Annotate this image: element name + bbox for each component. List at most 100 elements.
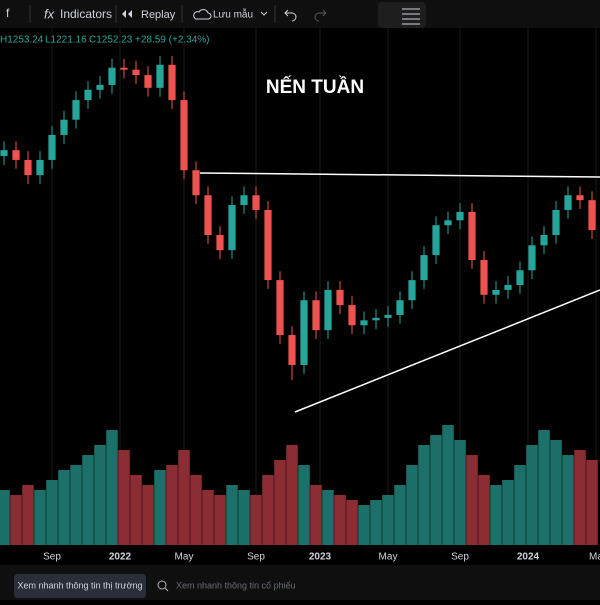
volume-bar xyxy=(166,465,178,545)
volume-bar xyxy=(382,495,394,545)
candle-body xyxy=(300,300,308,365)
volume-bar xyxy=(178,450,190,545)
volume-bar xyxy=(586,460,598,545)
candle-body xyxy=(60,119,68,135)
volume-pane xyxy=(0,425,598,545)
candle-body xyxy=(576,195,584,201)
volume-bar xyxy=(274,460,286,545)
save-button[interactable]: Lưu mẫu xyxy=(213,8,253,21)
annotation: NẾN TUẦN xyxy=(266,76,364,98)
volume-bar xyxy=(82,455,94,545)
volume-bar xyxy=(442,425,454,545)
candle-body xyxy=(384,314,392,318)
volume-bar xyxy=(10,495,22,545)
candle-body xyxy=(168,64,176,101)
ohlc-close: C1252.23 xyxy=(89,35,133,46)
candle-body xyxy=(516,270,524,286)
candle-body xyxy=(336,289,344,306)
candle-body xyxy=(480,259,488,295)
candle-body xyxy=(228,205,236,251)
legend: H1253.24 L1221.16 C1252.23 +28.59 (+2.34… xyxy=(0,35,210,46)
candle-body xyxy=(216,234,224,251)
candle-body xyxy=(48,134,56,160)
volume-bar xyxy=(562,455,574,545)
x-tick-label: 2024 xyxy=(517,552,540,563)
volume-bar xyxy=(58,470,70,545)
volume-bar xyxy=(190,475,202,545)
volume-bar xyxy=(418,445,430,545)
candle-body xyxy=(12,150,20,160)
volume-bar xyxy=(214,495,226,545)
candle-body xyxy=(504,285,512,290)
volume-bar xyxy=(202,490,214,545)
candle-body xyxy=(396,300,404,315)
candle-body xyxy=(36,159,44,176)
volume-bar xyxy=(0,490,10,545)
candle-body xyxy=(552,209,560,235)
volume-bar xyxy=(250,495,262,545)
icon: fx xyxy=(44,6,55,21)
candle-body xyxy=(144,75,152,88)
volume-bar xyxy=(490,485,502,545)
candle-body xyxy=(252,195,260,210)
volume-bar xyxy=(502,480,514,545)
candle-body xyxy=(180,100,188,171)
icon: f xyxy=(6,6,10,20)
volume-bar xyxy=(478,475,490,545)
trendline xyxy=(199,172,600,178)
toolbar xyxy=(0,0,600,28)
market-button-label: Xem nhanh thông tin thị trường xyxy=(17,580,142,590)
volume-bar xyxy=(154,470,166,545)
volume-bar xyxy=(370,500,382,545)
volume-bar xyxy=(46,480,58,545)
ohlc-change: +28.59 (+2.34%) xyxy=(135,35,210,46)
search-icon xyxy=(157,580,167,590)
candle-body xyxy=(96,84,104,90)
candle-body xyxy=(528,245,536,271)
volume-bar xyxy=(118,450,130,545)
candle-body xyxy=(264,209,272,281)
x-tick-label: 2022 xyxy=(109,552,132,563)
candle-body xyxy=(420,255,428,281)
candle-body xyxy=(288,335,296,365)
volume-bar xyxy=(526,445,538,545)
volume-bar xyxy=(454,440,466,545)
indicators-button[interactable]: Indicators xyxy=(60,7,112,21)
x-tick-label: Sep xyxy=(451,552,469,563)
candle-body xyxy=(564,195,572,210)
time-axis: Sep 2022 May Sep 2023 May Sep 2024 Ma xyxy=(43,552,600,563)
volume-bar xyxy=(346,500,358,545)
volume-bar xyxy=(298,465,310,545)
candle-body xyxy=(240,195,248,206)
ohlc-high: H1253.24 xyxy=(0,35,44,46)
volume-bar xyxy=(466,455,478,545)
volume-bar xyxy=(22,485,34,545)
market-button[interactable] xyxy=(14,574,146,598)
candle-body xyxy=(408,280,416,301)
volume-bar xyxy=(286,445,298,545)
icon xyxy=(122,10,132,18)
redo-button[interactable] xyxy=(314,9,327,22)
candle-body xyxy=(120,67,128,70)
volume-bar xyxy=(130,475,142,545)
candle-body xyxy=(156,64,164,88)
candle-body xyxy=(192,170,200,196)
trendline xyxy=(294,289,600,413)
x-tick-label: Ma xyxy=(589,552,600,563)
candle-body xyxy=(312,300,320,331)
volume-bar xyxy=(394,485,406,545)
volume-bar xyxy=(226,485,238,545)
candle-body xyxy=(204,195,212,235)
replay-button[interactable]: Replay xyxy=(141,9,176,21)
volume-bar xyxy=(538,430,550,545)
volume-bar xyxy=(322,490,334,545)
icon xyxy=(193,9,212,20)
candle-body xyxy=(492,289,500,295)
candle-body xyxy=(348,305,356,326)
undo-button[interactable] xyxy=(284,9,297,22)
ohlc-low: L1221.16 xyxy=(45,35,87,46)
candle-body xyxy=(360,320,368,326)
search-input[interactable]: Xem nhanh thông tin cổ phiếu xyxy=(176,580,296,590)
candle-body xyxy=(456,211,464,221)
